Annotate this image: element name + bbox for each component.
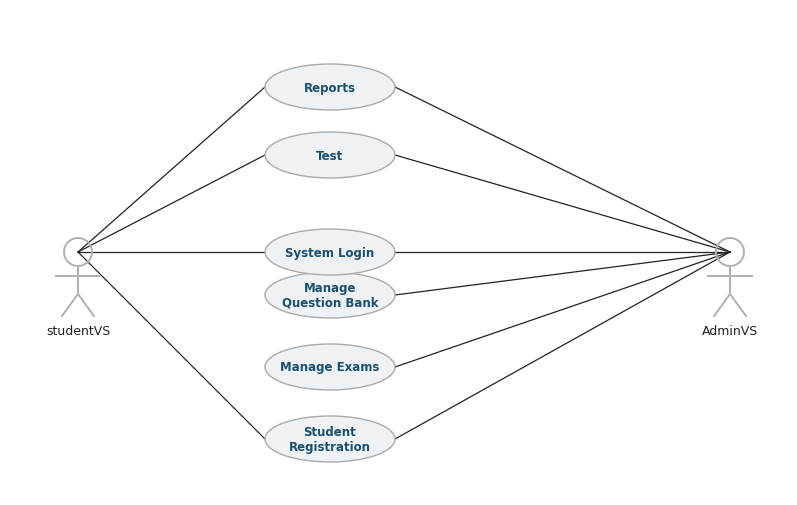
Text: Student
Registration: Student Registration [289,425,371,453]
Ellipse shape [265,230,395,275]
Text: System Login: System Login [285,246,375,259]
Text: Test: Test [316,149,344,162]
Text: AdminVS: AdminVS [702,324,758,337]
Ellipse shape [265,133,395,179]
Text: Reports: Reports [304,81,356,94]
Ellipse shape [265,344,395,390]
Text: studentVS: studentVS [46,324,110,337]
Ellipse shape [265,416,395,462]
Ellipse shape [265,65,395,111]
Text: Manage
Question Bank: Manage Question Bank [282,281,379,310]
Ellipse shape [265,273,395,318]
Text: Manage Exams: Manage Exams [281,361,379,374]
